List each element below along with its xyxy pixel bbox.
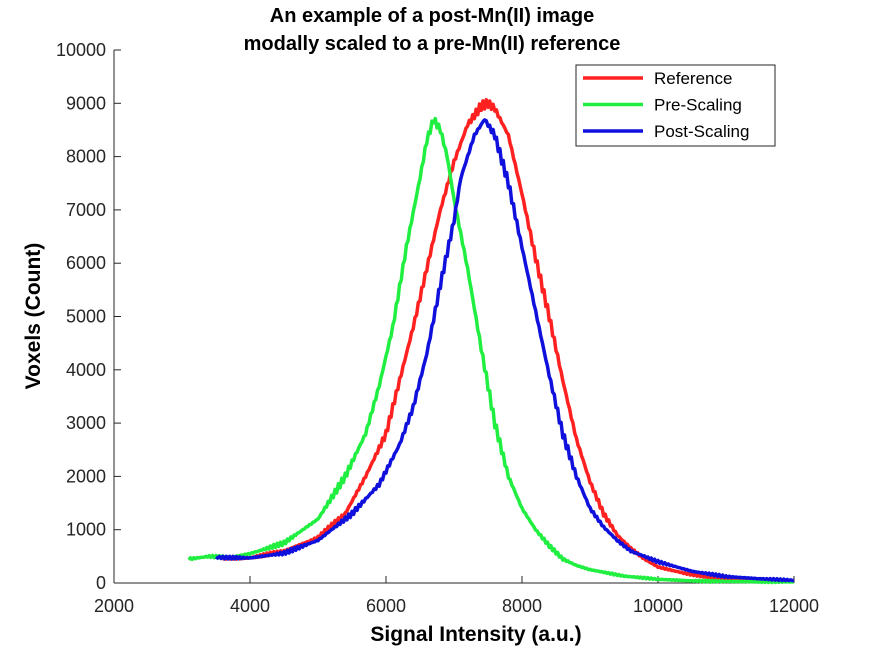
chart-title-line-2: modally scaled to a pre-Mn(II) reference bbox=[244, 33, 621, 55]
chart-title-line-1: An example of a post-Mn(II) image bbox=[270, 5, 594, 27]
x-tick-label: 4000 bbox=[230, 596, 270, 616]
x-tick-label: 2000 bbox=[94, 596, 134, 616]
y-tick-label: 5000 bbox=[66, 307, 106, 327]
series-line-reference bbox=[222, 97, 795, 584]
y-tick-label: 3000 bbox=[66, 413, 106, 433]
x-axis-label: Signal Intensity (a.u.) bbox=[370, 623, 581, 646]
legend-label: Pre-Scaling bbox=[654, 96, 742, 115]
x-tick-label: 6000 bbox=[366, 596, 406, 616]
legend-label: Post-Scaling bbox=[654, 122, 749, 141]
y-axis-label: Voxels (Count) bbox=[22, 243, 45, 390]
y-tick-label: 9000 bbox=[66, 93, 106, 113]
y-tick-label: 10000 bbox=[56, 40, 106, 60]
y-tick-label: 8000 bbox=[66, 147, 106, 167]
x-tick-label: 10000 bbox=[633, 596, 683, 616]
y-ticks: 0 1000 2000 3000 4000 5000 6000 7000 8000 9000 100… bbox=[56, 40, 121, 593]
y-tick-label: 2000 bbox=[66, 466, 106, 486]
x-ticks: 2000 4000 6000 8000 10000 12000 bbox=[94, 576, 819, 616]
series-line-pre-scaling bbox=[187, 116, 795, 585]
y-tick-label: 7000 bbox=[66, 200, 106, 220]
y-tick-label: 1000 bbox=[66, 520, 106, 540]
x-tick-label: 12000 bbox=[769, 596, 819, 616]
series-line-post-scaling bbox=[214, 118, 795, 583]
y-tick-label: 6000 bbox=[66, 253, 106, 273]
legend-label: Reference bbox=[654, 69, 732, 88]
y-tick-label: 4000 bbox=[66, 360, 106, 380]
y-tick-label: 0 bbox=[96, 573, 106, 593]
series-group bbox=[187, 97, 795, 585]
legend: Reference Pre-Scaling Post-Scaling bbox=[575, 64, 776, 147]
x-tick-label: 8000 bbox=[502, 596, 542, 616]
